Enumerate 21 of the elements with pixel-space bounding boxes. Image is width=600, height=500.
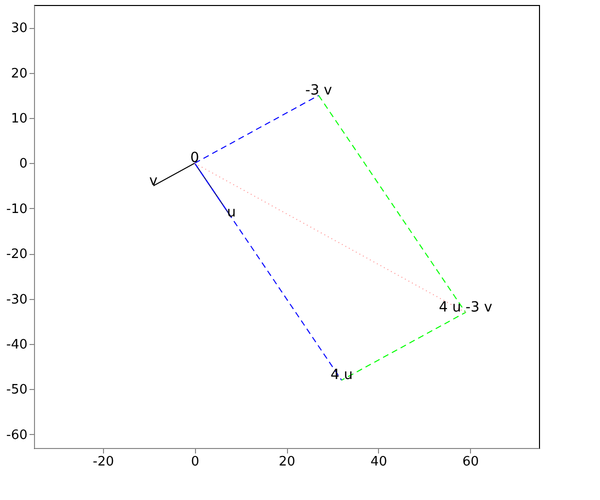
y-tick-label: 20 (10, 66, 28, 82)
y-tick-label: -10 (6, 202, 28, 217)
annotation: 4 u -3 v (438, 299, 492, 316)
annotation: v (149, 172, 158, 189)
x-tick-label: 40 (370, 454, 388, 470)
y-tick-label: -40 (6, 338, 28, 353)
annotation: -3 v (305, 82, 332, 98)
x-tick-label: 60 (462, 454, 479, 470)
y-tick-label: 0 (19, 156, 28, 172)
y-tick-label: 10 (10, 112, 28, 127)
x-tick-label: 20 (278, 454, 296, 470)
y-tick-label: -20 (6, 247, 28, 262)
y-tick-label: 30 (10, 21, 28, 36)
x-tick-label: -20 (92, 454, 114, 470)
y-tick-label: -30 (6, 292, 28, 308)
x-tick-label: 0 (191, 454, 200, 470)
y-tick-label: -50 (6, 382, 28, 398)
y-tick-label: -60 (6, 428, 28, 443)
annotation: 4 u (330, 367, 353, 384)
annotation: u (226, 204, 236, 220)
annotation: 0 (190, 150, 200, 166)
